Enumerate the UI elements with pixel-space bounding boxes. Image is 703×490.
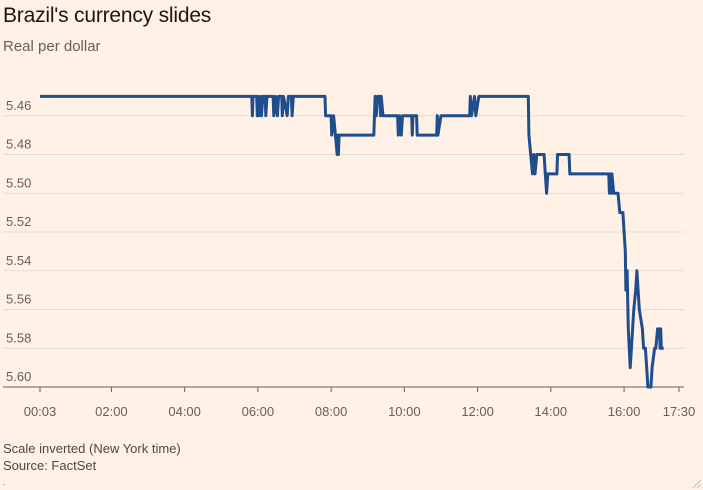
x-tick-label: 00:03 xyxy=(24,404,57,419)
scale-note: Scale inverted (New York time) xyxy=(3,441,181,456)
x-tick-label: 08:00 xyxy=(315,404,348,419)
x-tick-label: 14:00 xyxy=(535,404,568,419)
x-tick-label: 02:00 xyxy=(95,404,128,419)
y-tick-label: 5.60 xyxy=(6,369,31,384)
x-tick-label: 10:00 xyxy=(388,404,421,419)
x-tick-label: 04:00 xyxy=(168,404,201,419)
y-tick-label: 5.56 xyxy=(6,292,31,307)
x-tick-label: 16:00 xyxy=(608,404,641,419)
chart-footer: Scale inverted (New York time) Source: F… xyxy=(3,440,181,474)
x-tick-label: 12:00 xyxy=(461,404,494,419)
x-tick-label: 06:00 xyxy=(242,404,275,419)
y-tick-label: 5.52 xyxy=(6,214,31,229)
y-tick-label: 5.50 xyxy=(6,175,31,190)
y-tick-label: 5.48 xyxy=(6,137,31,152)
x-tick-label: 17:30 xyxy=(663,404,696,419)
footer-dot: . xyxy=(3,477,6,487)
y-tick-label: 5.54 xyxy=(6,253,31,268)
y-tick-label: 5.46 xyxy=(6,98,31,113)
resize-grip-icon[interactable] xyxy=(691,478,701,488)
y-tick-label: 5.58 xyxy=(6,330,31,345)
series-line xyxy=(40,94,664,389)
source-note: Source: FactSet xyxy=(3,458,97,473)
chart-title: Brazil's currency slides xyxy=(3,4,212,27)
chart-subtitle: Real per dollar xyxy=(3,38,101,55)
